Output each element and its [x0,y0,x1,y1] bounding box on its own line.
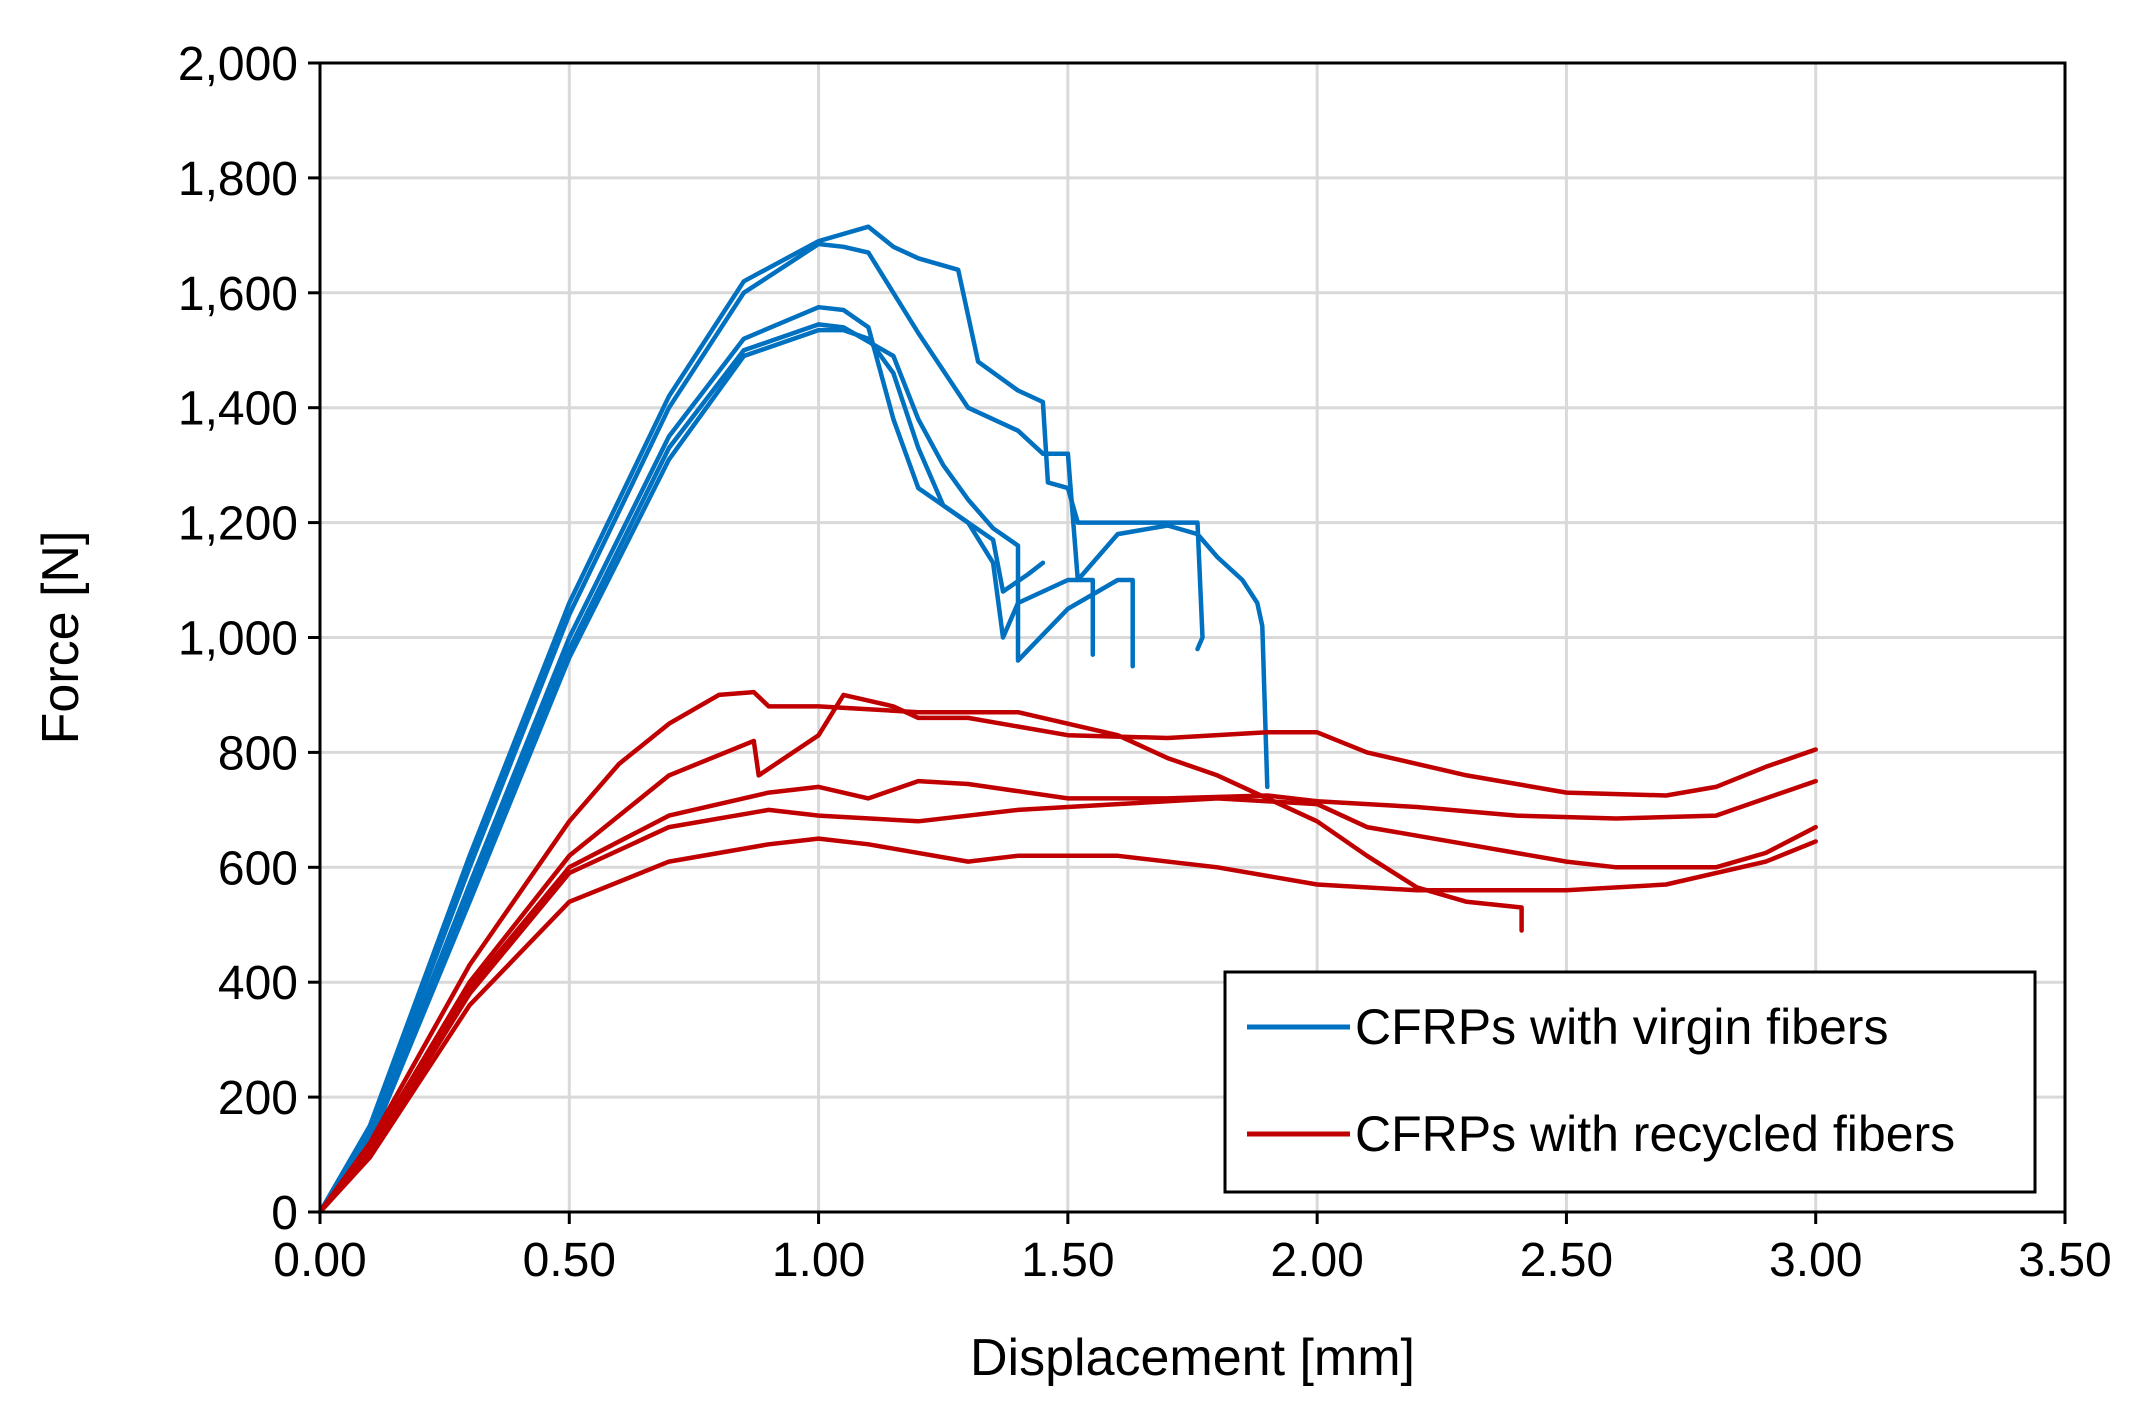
x-tick-label: 1.00 [772,1234,865,1287]
series-line-recycled-10 [317,836,1818,1215]
series-line-virgin-4 [317,322,1135,1215]
legend: CFRPs with virgin fibers CFRPs with recy… [1223,970,2037,1194]
series-lines [317,224,1818,1215]
y-tick-label: 1,600 [178,268,298,321]
x-tick-labels: 0.00 0.50 1.00 1.50 2.00 2.50 3.00 3.50 [273,1212,2112,1287]
x-tick-label: 3.50 [2018,1234,2111,1287]
series-line-virgin-1 [317,224,1205,1215]
y-tick-label: 2,000 [178,38,298,91]
x-tick-label: 2.00 [1270,1234,1363,1287]
y-tick-label: 400 [218,957,298,1010]
series-line-virgin-2 [317,241,1270,1215]
y-tick-label: 0 [271,1187,298,1240]
y-tick-label: 1,800 [178,153,298,206]
x-tick-label: 3.00 [1769,1234,1862,1287]
y-tick-labels: 0 200 400 600 800 1,000 1,200 1,400 1,600 1,800 2,… [178,38,320,1240]
y-tick-label: 1,400 [178,383,298,436]
x-tick-label: 1.50 [1021,1234,1114,1287]
series-line-recycled-6 [317,689,1524,1215]
y-tick-label: 1,200 [178,498,298,551]
y-tick-label: 800 [218,727,298,780]
series-line-virgin-3 [317,304,1096,1215]
x-axis-title: Displacement [mm] [970,1329,1415,1387]
y-tick-label: 600 [218,842,298,895]
y-tick-label: 200 [218,1072,298,1125]
series-line-recycled-7 [317,692,1818,1215]
y-tick-label: 1,000 [178,613,298,666]
y-axis-title: Force [N] [32,531,90,745]
series-line-virgin-5 [317,327,1046,1215]
legend-label-virgin: CFRPs with virgin fibers [1355,999,1888,1055]
series-line-recycled-9 [317,796,1818,1215]
x-tick-label: 0.00 [273,1234,366,1287]
legend-label-recycled: CFRPs with recycled fibers [1355,1106,1955,1162]
series-line-recycled-8 [317,778,1818,1215]
x-tick-label: 2.50 [1520,1234,1613,1287]
x-tick-label: 0.50 [523,1234,616,1287]
legend-box [1223,970,2037,1194]
